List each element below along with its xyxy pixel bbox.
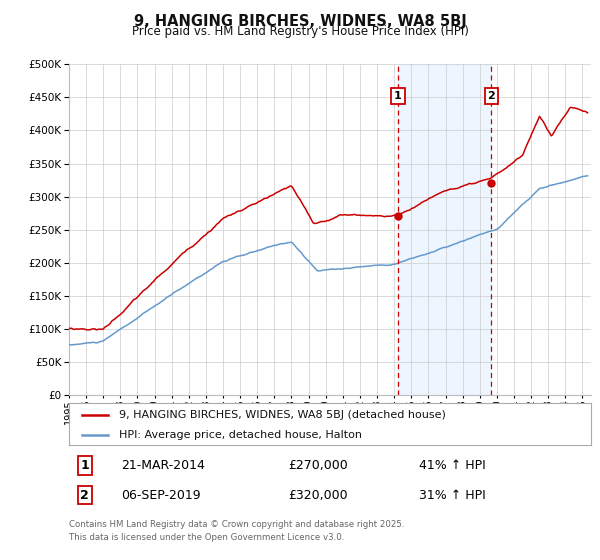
Text: 2: 2: [80, 489, 89, 502]
Text: £320,000: £320,000: [288, 489, 348, 502]
Text: 21-MAR-2014: 21-MAR-2014: [121, 459, 205, 472]
Text: 2: 2: [487, 91, 495, 101]
Text: 9, HANGING BIRCHES, WIDNES, WA8 5BJ (detached house): 9, HANGING BIRCHES, WIDNES, WA8 5BJ (det…: [119, 410, 445, 420]
Text: 1: 1: [80, 459, 89, 472]
Text: 9, HANGING BIRCHES, WIDNES, WA8 5BJ: 9, HANGING BIRCHES, WIDNES, WA8 5BJ: [134, 14, 466, 29]
Text: Contains HM Land Registry data © Crown copyright and database right 2025.: Contains HM Land Registry data © Crown c…: [69, 520, 404, 529]
Text: 31% ↑ HPI: 31% ↑ HPI: [419, 489, 485, 502]
Text: £270,000: £270,000: [288, 459, 348, 472]
Text: Price paid vs. HM Land Registry's House Price Index (HPI): Price paid vs. HM Land Registry's House …: [131, 25, 469, 38]
Text: 41% ↑ HPI: 41% ↑ HPI: [419, 459, 485, 472]
Text: 06-SEP-2019: 06-SEP-2019: [121, 489, 201, 502]
Text: HPI: Average price, detached house, Halton: HPI: Average price, detached house, Halt…: [119, 430, 362, 440]
Text: 1: 1: [394, 91, 402, 101]
Text: This data is licensed under the Open Government Licence v3.0.: This data is licensed under the Open Gov…: [69, 533, 344, 542]
Bar: [398, 64, 491, 395]
